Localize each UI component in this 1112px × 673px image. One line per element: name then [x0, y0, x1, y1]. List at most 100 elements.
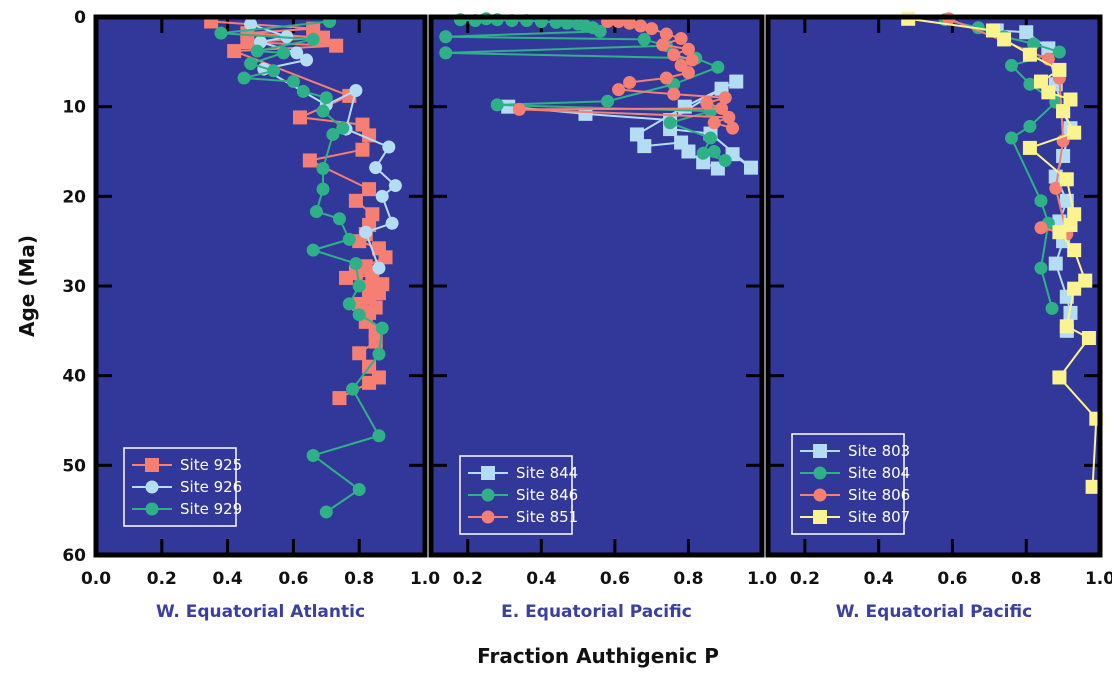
data-point	[1078, 273, 1093, 288]
data-point	[696, 146, 710, 160]
plot-area	[768, 17, 1100, 555]
data-point	[346, 382, 360, 396]
data-point	[244, 57, 258, 71]
y-axis-title: Age (Ma)	[15, 235, 39, 337]
data-point	[718, 91, 732, 105]
x-tick-label: 1.0	[747, 569, 777, 589]
y-tick-label: 40	[62, 367, 86, 387]
x-tick-label: 0.2	[453, 569, 483, 589]
legend-marker	[145, 480, 159, 494]
data-point	[316, 104, 330, 118]
data-point	[1067, 281, 1082, 296]
series-site-851	[512, 14, 740, 135]
data-point	[214, 26, 228, 40]
legend-marker	[145, 502, 159, 516]
data-point	[637, 139, 652, 154]
legend: Site 925 Site 926 Site 929	[123, 447, 242, 527]
data-point	[290, 46, 304, 60]
data-point	[1067, 243, 1082, 258]
data-point	[1081, 331, 1096, 346]
data-point	[329, 38, 344, 53]
data-point	[685, 53, 699, 67]
legend-label: Site 806	[848, 486, 910, 504]
legend-label: Site 804	[848, 464, 910, 482]
data-point	[352, 279, 366, 293]
data-point	[729, 74, 744, 89]
y-tick-label: 10	[62, 98, 86, 118]
series-site-925	[204, 14, 393, 406]
x-tick-label: 0.2	[790, 569, 820, 589]
data-point	[1041, 85, 1056, 100]
data-point	[439, 30, 453, 44]
data-point	[240, 35, 255, 50]
data-point	[1049, 181, 1063, 195]
data-point	[349, 84, 363, 98]
data-point	[1056, 148, 1071, 163]
data-point	[227, 44, 242, 59]
data-point	[439, 46, 453, 60]
data-point	[645, 22, 659, 36]
y-tick-label: 30	[62, 277, 86, 297]
data-point	[1063, 305, 1078, 320]
legend-marker	[813, 466, 827, 480]
data-point	[1048, 256, 1063, 271]
data-point	[1067, 207, 1082, 222]
data-point	[385, 216, 399, 230]
data-point	[674, 32, 688, 46]
plot-frame	[93, 14, 428, 558]
data-point	[1019, 25, 1034, 40]
data-point	[707, 116, 721, 130]
data-point	[578, 106, 593, 121]
data-point	[296, 84, 310, 98]
x-tick-label: 0.0	[81, 569, 111, 589]
data-point	[352, 308, 366, 322]
data-point	[1059, 319, 1074, 334]
data-point	[700, 96, 714, 110]
data-point	[634, 19, 648, 33]
data-point	[1063, 218, 1078, 233]
data-point	[319, 91, 333, 105]
data-point	[292, 110, 307, 125]
data-point	[1056, 104, 1071, 119]
data-point	[1052, 62, 1067, 77]
panel-title: E. Equatorial Pacific	[501, 602, 692, 622]
data-point	[365, 207, 380, 222]
data-point	[1052, 225, 1067, 240]
data-point	[319, 505, 333, 519]
y-tick-label: 50	[62, 456, 86, 476]
data-point	[1004, 58, 1018, 72]
data-point	[336, 121, 350, 135]
x-tick-label: 1.0	[1085, 569, 1112, 589]
data-point	[1063, 92, 1078, 107]
data-point	[302, 153, 317, 168]
data-point	[711, 60, 725, 74]
data-point	[300, 53, 314, 67]
data-point	[743, 160, 758, 175]
legend-marker	[813, 488, 827, 502]
data-point	[629, 127, 644, 142]
data-point	[378, 250, 393, 265]
data-point	[342, 232, 356, 246]
data-point	[681, 42, 695, 56]
x-tick-label: 0.8	[344, 569, 374, 589]
legend: Site 803 Site 804 Site 806 Site 807	[791, 433, 910, 535]
data-point	[362, 375, 377, 390]
data-point	[332, 212, 346, 226]
data-point	[1023, 119, 1037, 133]
legend-marker	[481, 488, 495, 502]
data-point	[986, 23, 1001, 38]
plot-frame	[428, 14, 765, 558]
data-point	[637, 32, 651, 46]
data-point	[277, 46, 291, 60]
data-point	[560, 16, 574, 30]
data-point	[316, 30, 331, 45]
x-tick-label: 0.8	[1011, 569, 1041, 589]
legend-label: Site 929	[180, 500, 242, 518]
data-point	[362, 182, 377, 197]
x-tick-label: 0.6	[600, 569, 630, 589]
legend: Site 844 Site 846 Site 851	[459, 455, 578, 535]
legend-marker	[481, 466, 495, 480]
data-point	[501, 99, 516, 114]
data-point	[612, 83, 626, 97]
legend-label: Site 851	[516, 508, 578, 526]
